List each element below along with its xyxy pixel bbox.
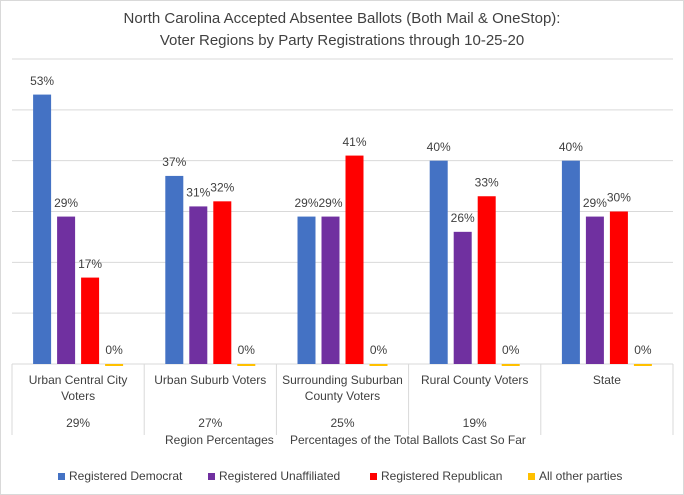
legend-label: All other parties bbox=[539, 469, 622, 483]
bar bbox=[453, 231, 472, 364]
category-label-box: Surrounding Suburban County Voters bbox=[282, 373, 403, 403]
bar bbox=[81, 277, 100, 364]
legend-label: Registered Democrat bbox=[69, 469, 183, 483]
legend-swatch bbox=[208, 473, 215, 480]
bar bbox=[165, 175, 184, 364]
category-share: 19% bbox=[463, 416, 487, 430]
legend-label: Registered Unaffiliated bbox=[219, 469, 340, 483]
bar bbox=[321, 216, 340, 364]
data-label: 0% bbox=[502, 343, 520, 357]
legend-swatch bbox=[528, 473, 535, 480]
bar bbox=[609, 211, 628, 364]
legend-label: Registered Republican bbox=[381, 469, 502, 483]
legend-swatch bbox=[58, 473, 65, 480]
category-label-box: State bbox=[592, 373, 621, 387]
data-label: 41% bbox=[342, 135, 366, 149]
legend-swatch bbox=[370, 473, 377, 480]
data-label: 30% bbox=[607, 191, 631, 205]
data-label: 29% bbox=[294, 196, 318, 210]
bar bbox=[189, 206, 208, 364]
data-label: 17% bbox=[78, 257, 102, 271]
data-label: 0% bbox=[105, 343, 123, 357]
bar bbox=[213, 201, 232, 364]
data-label: 29% bbox=[54, 196, 78, 210]
category-share: 25% bbox=[330, 416, 354, 430]
bar bbox=[633, 364, 652, 366]
data-label: 0% bbox=[370, 343, 388, 357]
data-label: 32% bbox=[210, 181, 234, 195]
bar bbox=[105, 364, 124, 366]
bar bbox=[561, 160, 580, 364]
x-tick-label: Surrounding Suburban County Voters bbox=[282, 373, 403, 403]
data-label: 29% bbox=[318, 196, 342, 210]
bar bbox=[585, 216, 604, 364]
data-label: 26% bbox=[451, 211, 475, 225]
category-label-box: Urban Central City Voters bbox=[28, 373, 128, 403]
x-tick-label: Urban Suburb Voters bbox=[154, 373, 267, 387]
chart-title: North Carolina Accepted Absentee Ballots… bbox=[124, 10, 561, 27]
bar bbox=[33, 94, 52, 364]
data-label: 31% bbox=[186, 186, 210, 200]
data-label: 33% bbox=[475, 175, 499, 189]
x-axis-title: Percentages of the Total Ballots Cast So… bbox=[290, 433, 526, 447]
bar bbox=[477, 196, 496, 364]
x-tick-label: Urban Central City Voters bbox=[28, 373, 128, 403]
x-tick-label: Rural County Voters bbox=[420, 373, 529, 387]
category-share: 27% bbox=[198, 416, 222, 430]
data-label: 40% bbox=[559, 140, 583, 154]
data-label: 0% bbox=[634, 343, 652, 357]
category-label-box: Urban Suburb Voters bbox=[154, 373, 267, 387]
chart-subtitle: Voter Regions by Party Registrations thr… bbox=[160, 32, 524, 49]
category-label-box: Rural County Voters bbox=[420, 373, 529, 387]
bar bbox=[429, 160, 448, 364]
data-label: 40% bbox=[427, 140, 451, 154]
data-label: 37% bbox=[162, 155, 186, 169]
x-tick-label: State bbox=[592, 373, 621, 387]
data-label: 29% bbox=[583, 196, 607, 210]
bar bbox=[369, 364, 388, 366]
bar bbox=[297, 216, 316, 364]
bar bbox=[57, 216, 76, 364]
bar bbox=[345, 155, 364, 364]
data-label: 53% bbox=[30, 74, 54, 88]
bar bbox=[237, 364, 256, 366]
data-label: 0% bbox=[238, 343, 256, 357]
category-share: 29% bbox=[66, 416, 90, 430]
bar bbox=[501, 364, 520, 366]
x-axis-title: Region Percentages bbox=[165, 433, 274, 447]
